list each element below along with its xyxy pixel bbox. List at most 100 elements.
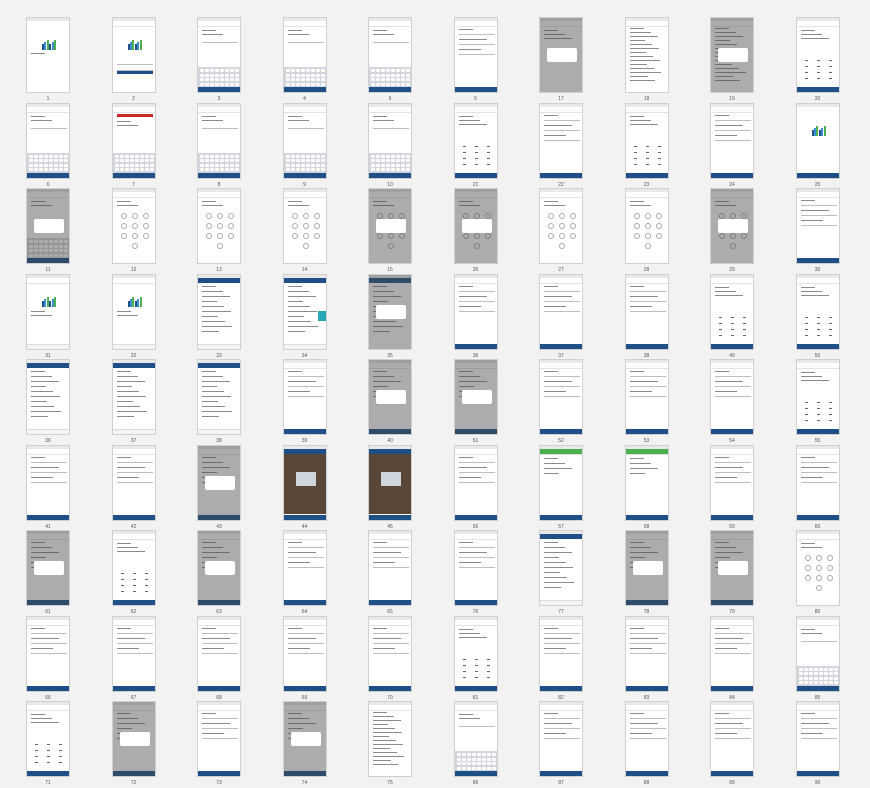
screen-number: 38 bbox=[643, 352, 650, 359]
tab-bar bbox=[283, 343, 326, 349]
swipe-action bbox=[317, 310, 326, 321]
navigation-bar bbox=[198, 21, 240, 27]
brand-logo bbox=[42, 296, 56, 307]
text-line bbox=[31, 466, 59, 468]
divider bbox=[715, 652, 751, 654]
alert-dialog bbox=[461, 219, 492, 233]
text-line bbox=[202, 627, 216, 629]
divider bbox=[202, 632, 238, 634]
navigation-bar bbox=[369, 619, 411, 626]
alert-dialog bbox=[205, 475, 235, 490]
text-line bbox=[373, 736, 389, 737]
text-line bbox=[629, 205, 651, 206]
alert-dialog bbox=[119, 732, 150, 746]
screen-cell: 63 bbox=[177, 530, 261, 617]
screen-cell: 56 bbox=[434, 444, 518, 532]
text-line bbox=[202, 310, 231, 312]
divider bbox=[458, 300, 495, 302]
status-bar bbox=[27, 103, 69, 107]
screen-number: 73 bbox=[216, 780, 222, 786]
pin-circle bbox=[217, 243, 223, 249]
primary-button bbox=[27, 771, 69, 776]
navigation-bar bbox=[625, 534, 668, 540]
text-line bbox=[373, 376, 394, 377]
screen-thumbnail bbox=[26, 701, 70, 777]
pin-circle bbox=[120, 213, 127, 219]
divider bbox=[287, 547, 324, 548]
input-line bbox=[800, 640, 837, 642]
text-line bbox=[458, 386, 474, 387]
text-line bbox=[544, 457, 558, 459]
text-line bbox=[202, 552, 230, 553]
screen-number: 17 bbox=[558, 96, 564, 102]
alert-dialog bbox=[376, 219, 406, 233]
screen-cell: 81 bbox=[434, 615, 518, 703]
status-bar bbox=[369, 274, 411, 278]
screen-number: 70 bbox=[387, 694, 393, 701]
screen-number: 56 bbox=[472, 523, 479, 530]
text-line bbox=[458, 542, 473, 543]
screen-number: 35 bbox=[387, 352, 393, 359]
pin-circle bbox=[644, 213, 651, 219]
tab-bar bbox=[198, 343, 240, 349]
navigation-bar bbox=[283, 448, 326, 454]
navigation-bar bbox=[198, 534, 240, 540]
screen-cell: 86 bbox=[434, 701, 518, 788]
screen-number: 82 bbox=[558, 694, 564, 701]
status-bar bbox=[369, 445, 411, 449]
text-line bbox=[287, 305, 310, 307]
screen-thumbnail bbox=[795, 17, 840, 93]
pin-circle bbox=[313, 233, 320, 239]
status-bar bbox=[625, 18, 668, 21]
text-line bbox=[202, 416, 219, 417]
primary-button bbox=[796, 771, 839, 776]
alert-dialog bbox=[376, 304, 406, 319]
pin-circle bbox=[804, 565, 811, 571]
screen-number: 75 bbox=[387, 780, 393, 786]
divider bbox=[715, 738, 751, 739]
text-line bbox=[544, 30, 558, 31]
alert-dialog bbox=[205, 561, 235, 575]
pin-circle bbox=[655, 223, 662, 229]
text-line bbox=[373, 320, 396, 322]
screen-cell: 85 bbox=[776, 615, 860, 703]
text-line bbox=[715, 64, 732, 65]
screen-number: 81 bbox=[472, 694, 479, 701]
divider bbox=[373, 557, 409, 558]
navigation-bar bbox=[796, 277, 839, 284]
navigation-bar bbox=[454, 106, 497, 113]
screen-cell: 36 bbox=[434, 273, 518, 361]
pin-circle bbox=[719, 233, 725, 239]
divider bbox=[544, 728, 580, 729]
screen-number: 27 bbox=[558, 267, 564, 273]
alert-dialog bbox=[632, 561, 663, 575]
primary-button bbox=[283, 87, 326, 92]
divider bbox=[544, 642, 580, 644]
divider bbox=[458, 481, 495, 483]
pin-circle bbox=[217, 223, 223, 229]
text-line bbox=[287, 542, 302, 543]
text-line bbox=[800, 628, 815, 630]
navigation-bar bbox=[711, 192, 753, 198]
navigation-bar bbox=[454, 363, 497, 369]
navigation-bar bbox=[283, 277, 326, 283]
text-line bbox=[373, 756, 404, 757]
screen-cell: 77 bbox=[519, 530, 603, 617]
screen-cell: 68 bbox=[177, 615, 261, 703]
screen-thumbnail bbox=[197, 359, 241, 435]
text-line bbox=[31, 401, 47, 402]
status-bar bbox=[796, 702, 839, 705]
screen-number: 36 bbox=[472, 352, 479, 359]
text-line bbox=[458, 119, 480, 121]
screen-cell: 80 bbox=[776, 530, 860, 617]
status-bar bbox=[283, 445, 326, 449]
text-line bbox=[629, 64, 647, 65]
screen-number: 24 bbox=[729, 181, 735, 188]
alert-dialog bbox=[34, 561, 64, 575]
primary-button bbox=[454, 771, 497, 776]
text-line bbox=[715, 476, 737, 478]
navigation-bar bbox=[625, 192, 668, 198]
screen-number: 9 bbox=[303, 181, 306, 188]
number-pad bbox=[113, 531, 155, 605]
screen-thumbnail bbox=[710, 102, 754, 179]
